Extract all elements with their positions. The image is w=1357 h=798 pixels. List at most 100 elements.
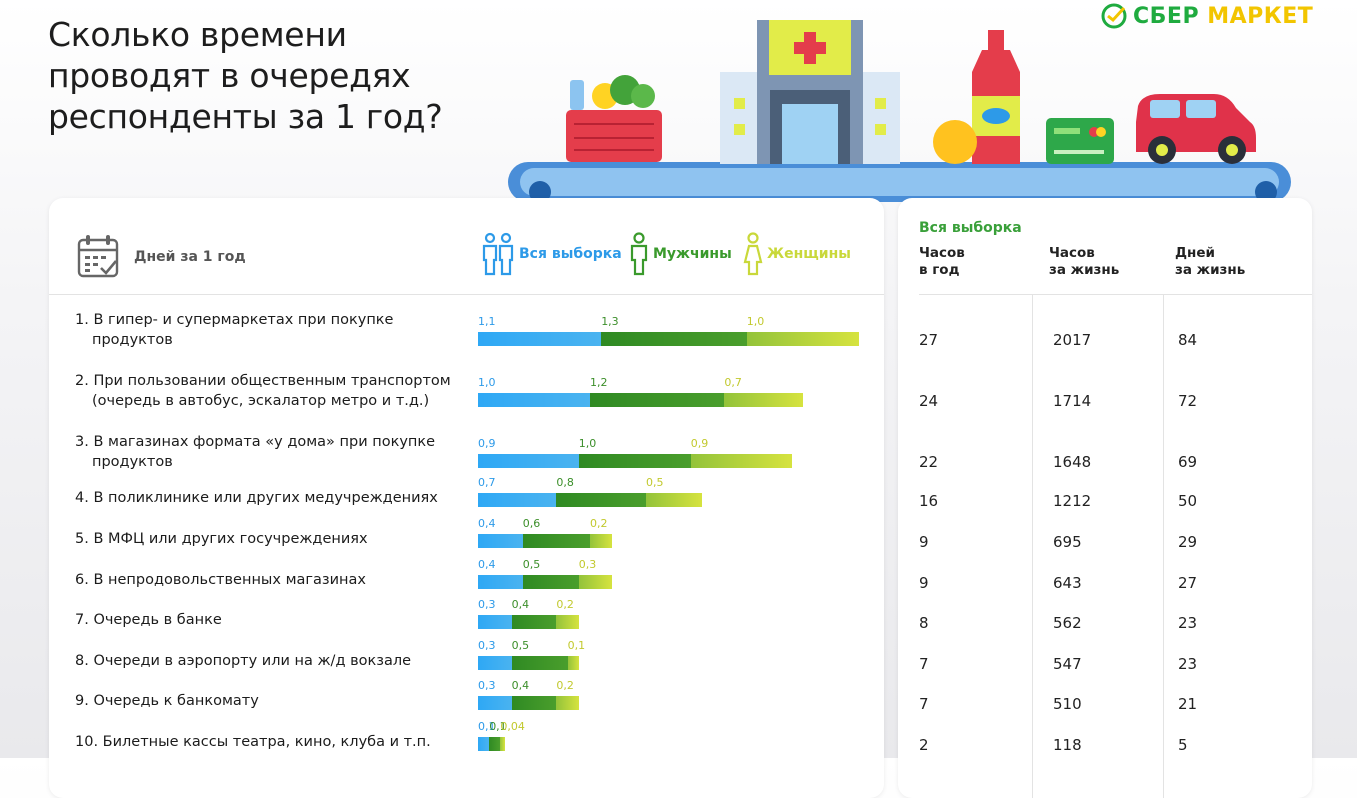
bar-all [478,332,602,346]
table-cell-hours-lifetime: 510 [1053,695,1082,713]
bar-men [590,393,725,407]
value-label-women: 0,04 [500,720,525,733]
table-cell-hours-lifetime: 1212 [1053,492,1092,510]
category-label: 8. Очереди в аэропорту или на ж/д вокзал… [75,651,455,671]
people-icon [482,232,514,276]
bar-all [478,393,590,407]
sbermarket-logo[interactable]: СБЕР МАРКЕТ [1100,2,1313,30]
value-label-women: 0,5 [646,476,664,489]
table-cell-hours-per-year: 27 [919,331,939,349]
category-label-line: продуктов [92,332,173,348]
value-label-men: 1,0 [578,437,597,450]
category-label-line: 9. Очередь к банкомату [75,693,259,709]
value-label-all: 1,1 [478,315,496,328]
value-label-all: 0,9 [478,437,496,450]
woman-icon [743,232,763,276]
header-line: Часов [1049,245,1095,261]
value-label-men: 0,1 [489,720,507,733]
table-cell-days-lifetime: 72 [1178,392,1198,410]
table-cell-hours-per-year: 7 [919,695,929,713]
table-cell-hours-per-year: 16 [919,492,939,510]
value-label-women: 0,7 [724,376,742,389]
table-cell-days-lifetime: 50 [1178,492,1198,510]
value-label-women: 1,0 [746,315,765,328]
legend-women-label: Женщины [767,246,851,262]
header-line: за жизнь [1049,262,1120,278]
value-label-men: 1,2 [590,376,608,389]
category-label-line: 6. В непродовольственных магазинах [75,572,366,588]
value-label-all: 0,3 [478,639,496,652]
legend-all-label: Вся выборка [519,246,622,262]
category-label-line: (очередь в автобус, эскалатор метро и т.… [92,393,430,409]
table-cell-days-lifetime: 84 [1178,331,1198,349]
value-label-men: 0,4 [511,598,530,611]
bar-all [478,534,523,548]
table-cell-hours-per-year: 22 [919,453,939,471]
chart-header: Дней за 1 год Вся выборка Мужчины [49,198,884,295]
value-label-women: 0,2 [556,598,574,611]
value-label-all: 0,3 [478,598,496,611]
category-label: 3. В магазинах формата «у дома» при поку… [75,432,455,472]
value-label-men: 1,3 [601,315,619,328]
category-label: 5. В МФЦ или других госучреждениях [75,529,455,549]
bar-men [511,696,557,710]
value-label-women: 0,9 [690,437,709,450]
value-label-women: 0,2 [556,679,574,692]
bottle-icon [972,30,1020,164]
calendar-check-icon [77,235,119,278]
category-label-line: 2. При пользовании общественным транспор… [75,373,451,389]
table-cell-hours-lifetime: 695 [1053,533,1082,551]
page-title: Сколько времени проводят в очередях респ… [48,15,443,136]
bar-men [556,493,646,507]
table-cell-hours-lifetime: 118 [1053,736,1082,754]
header-line: за жизнь [1175,262,1246,278]
value-label-men: 0,6 [522,517,541,530]
header-line: в год [919,262,960,278]
category-label-line: 5. В МФЦ или других госучреждениях [75,531,368,547]
summary-title: Вся выборка [919,220,1022,236]
table-cell-hours-per-year: 7 [919,655,929,673]
legend-women: Женщины [743,232,851,276]
bar-all [478,615,512,629]
value-label-men: 0,4 [511,679,530,692]
category-label: 7. Очередь в банке [75,610,455,630]
category-label-line: 7. Очередь в банке [75,612,222,628]
hours-lifetime-header: Часов за жизнь [1049,245,1119,279]
bar-women [556,696,579,710]
bar-women [590,534,613,548]
bar-men [522,575,579,589]
category-label-line: 8. Очереди в аэропорту или на ж/д вокзал… [75,653,412,669]
bar-men [601,332,747,346]
bar-women [690,454,792,468]
days-lifetime-header: Дней за жизнь [1175,245,1245,279]
category-label: 2. При пользовании общественным транспор… [75,371,455,411]
table-cell-days-lifetime: 23 [1178,655,1198,673]
table-cell-hours-lifetime: 1648 [1053,453,1092,471]
table-cell-days-lifetime: 27 [1178,574,1198,592]
bar-all [478,575,523,589]
value-label-all: 0,4 [478,558,496,571]
bar-men [489,737,501,751]
column-divider [1163,295,1164,798]
category-label: 6. В непродовольственных магазинах [75,570,455,590]
category-label-line: 4. В поликлинике или других медучреждени… [75,490,438,506]
header-line: Часов [919,245,965,261]
table-cell-hours-per-year: 2 [919,736,929,754]
value-label-men: 0,8 [556,476,574,489]
hours-per-year-header: Часов в год [919,245,965,279]
table-cell-days-lifetime: 23 [1178,614,1198,632]
table-cell-hours-lifetime: 2017 [1053,331,1092,349]
car-icon [1136,94,1256,164]
table-cell-days-lifetime: 21 [1178,695,1198,713]
orange-icon [933,120,977,164]
bar-women [746,332,859,346]
table-cell-days-lifetime: 69 [1178,453,1198,471]
basket-icon [566,75,662,162]
value-label-women: 0,1 [567,639,586,652]
category-label: 1. В гипер- и супермаркетах при покупке п… [75,310,455,350]
value-label-all: 1,0 [478,376,496,389]
logo-brand: СБЕР [1133,3,1200,29]
summary-table-card: Вся выборка Часов в год Часов за жизнь Дне… [898,198,1312,798]
table-cell-hours-per-year: 9 [919,533,929,551]
value-label-all: 0,4 [478,517,496,530]
